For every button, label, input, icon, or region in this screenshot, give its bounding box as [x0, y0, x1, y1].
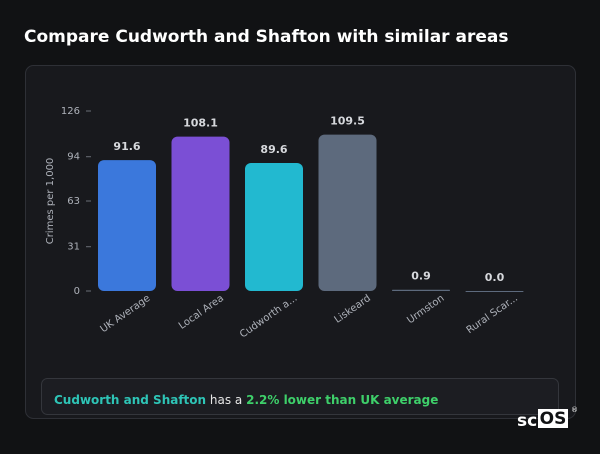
logo-left: sc	[517, 411, 537, 431]
summary-text: Cudworth and Shafton has a 2.2% lower th…	[54, 393, 438, 407]
summary-area: Cudworth and Shafton	[54, 393, 206, 407]
value-label: 0.0	[485, 271, 505, 284]
bar	[98, 160, 156, 291]
bar	[465, 291, 524, 292]
value-label: 0.9	[411, 270, 431, 283]
y-tick-label: 31	[67, 242, 80, 253]
value-label: 91.6	[113, 140, 140, 153]
summary-middle: has a	[206, 393, 246, 407]
title: Compare Cudworth and Shafton with simila…	[24, 27, 508, 47]
bar	[171, 136, 230, 291]
logo-mark: ®	[571, 406, 578, 414]
value-label: 89.6	[260, 143, 287, 156]
value-label: 108.1	[183, 117, 218, 130]
summary-comparison: 2.2% lower than UK average	[246, 393, 438, 407]
y-tick-label: 0	[74, 286, 80, 297]
logo-box	[538, 409, 568, 428]
y-tick-label: 126	[61, 106, 80, 117]
logo: sc OS ®	[517, 406, 578, 431]
bar	[392, 289, 450, 291]
y-tick-label: 94	[67, 152, 80, 163]
bar	[245, 163, 303, 291]
value-label: 109.5	[330, 115, 365, 128]
y-tick-label: 63	[67, 196, 80, 207]
bar	[318, 134, 377, 291]
y-axis-label: Crimes per 1,000	[45, 158, 56, 245]
summary-box	[41, 378, 559, 415]
logo-right: OS	[540, 409, 567, 429]
